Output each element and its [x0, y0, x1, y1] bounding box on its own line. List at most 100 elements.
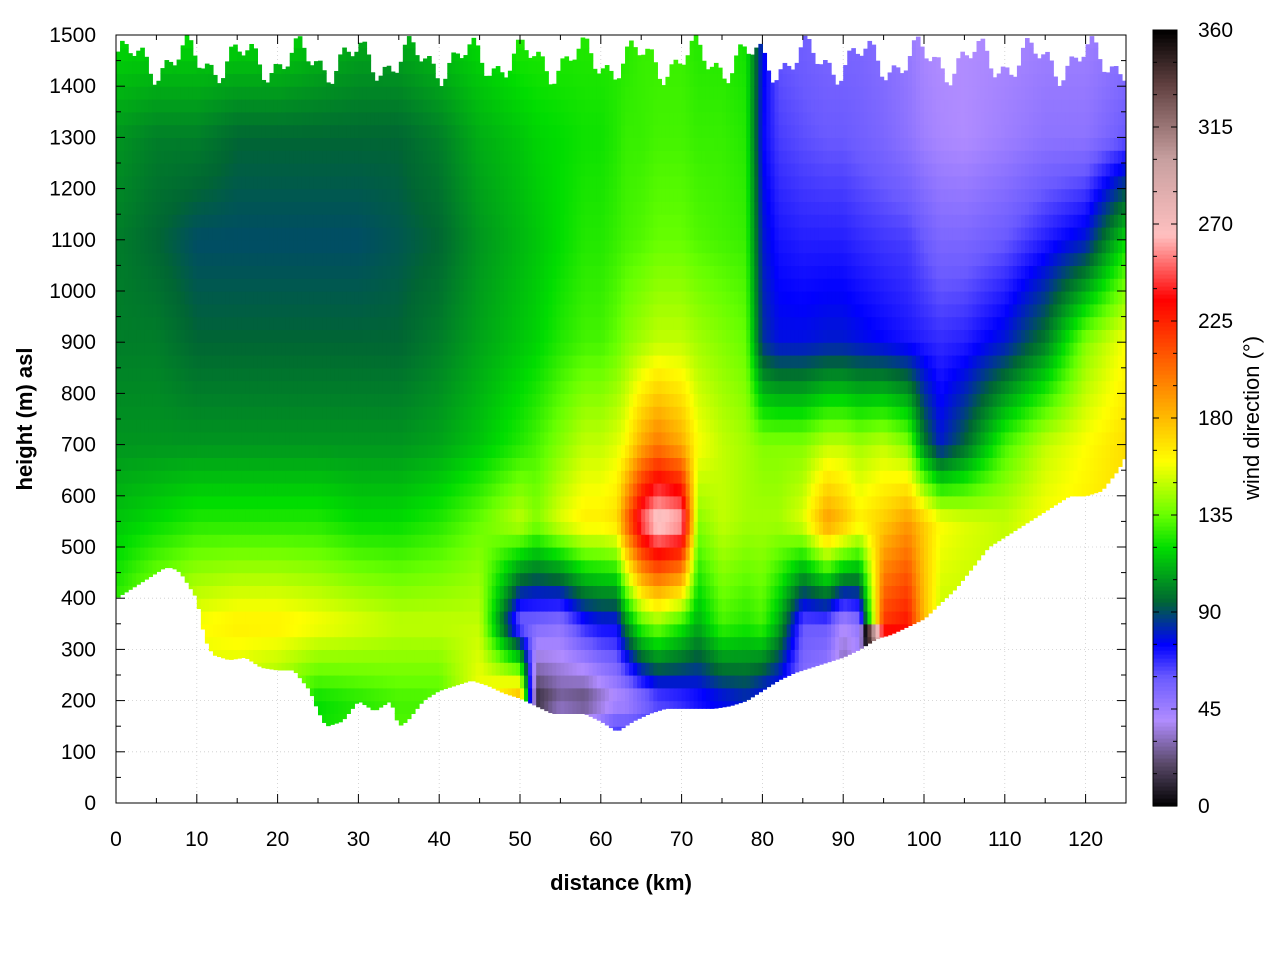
heatmap-cell: [459, 58, 465, 62]
heatmap-cell: [410, 42, 416, 49]
heatmap-cell: [342, 60, 347, 74]
heatmap-cell: [419, 598, 424, 612]
heatmap-cell: [245, 239, 250, 254]
heatmap-cell: [528, 316, 533, 330]
heatmap-cell: [313, 457, 319, 471]
heatmap-cell: [140, 559, 145, 574]
heatmap-cell: [253, 559, 258, 574]
heatmap-cell: [362, 137, 368, 151]
heatmap-cell: [229, 342, 234, 356]
heatmap-cell: [265, 649, 271, 663]
heatmap-cell: [293, 265, 299, 279]
heatmap-cell: [350, 367, 355, 382]
heatmap-cell: [439, 534, 444, 548]
heatmap-cell: [467, 611, 473, 625]
heatmap-cell: [435, 175, 440, 190]
heatmap-cell: [334, 150, 339, 164]
heatmap-cell: [366, 342, 372, 356]
heatmap-cell: [386, 73, 392, 87]
heatmap-cell: [491, 470, 497, 484]
heatmap-cell: [338, 239, 343, 254]
heatmap-cell: [196, 508, 202, 522]
heatmap-cell: [172, 303, 178, 318]
heatmap-cell: [427, 291, 432, 305]
heatmap-cell: [443, 470, 448, 484]
heatmap-cell: [261, 457, 267, 471]
heatmap-cell: [354, 380, 359, 394]
heatmap-cell: [511, 508, 517, 522]
heatmap-cell: [390, 649, 396, 663]
heatmap-cell: [451, 495, 456, 510]
heatmap-cell: [402, 623, 408, 638]
heatmap-cell: [439, 291, 444, 305]
heatmap-cell: [491, 252, 497, 266]
heatmap-cell: [132, 457, 137, 471]
heatmap-cell: [507, 585, 513, 599]
heatmap-cell: [128, 137, 133, 151]
heatmap-cell: [217, 623, 222, 638]
heatmap-cell: [451, 649, 456, 663]
heatmap-cell: [269, 265, 275, 279]
heatmap-cell: [269, 73, 275, 87]
heatmap-cell: [346, 662, 351, 676]
heatmap-cell: [463, 265, 469, 279]
heatmap-cell: [398, 175, 404, 190]
heatmap-cell: [164, 163, 170, 177]
heatmap-cell: [479, 329, 485, 343]
heatmap-cell: [277, 214, 283, 228]
heatmap-cell: [136, 457, 141, 471]
heatmap-cell: [277, 547, 283, 561]
heatmap-cell: [261, 124, 267, 138]
heatmap-cell: [322, 585, 327, 599]
heatmap-cell: [483, 649, 489, 663]
heatmap-cell: [515, 534, 521, 548]
heatmap-cell: [120, 316, 125, 330]
heatmap-cell: [313, 252, 319, 266]
heatmap-cell: [265, 547, 271, 561]
heatmap-cell: [479, 470, 485, 484]
heatmap-cell: [176, 86, 182, 100]
heatmap-cell: [261, 316, 267, 330]
heatmap-cell: [172, 559, 178, 570]
heatmap-cell: [326, 636, 331, 650]
heatmap-cell: [439, 124, 444, 138]
heatmap-cell: [419, 163, 424, 177]
heatmap-cell: [495, 470, 501, 484]
heatmap-cell: [229, 265, 234, 279]
heatmap-cell: [208, 265, 214, 279]
heatmap-cell: [322, 534, 327, 548]
heatmap-cell: [204, 495, 210, 510]
heatmap-cell: [451, 137, 456, 151]
heatmap-cell: [499, 329, 505, 343]
heatmap-cell: [495, 214, 501, 228]
heatmap-cell: [447, 175, 452, 190]
heatmap-cell: [467, 329, 473, 343]
heatmap-cell: [200, 99, 206, 113]
heatmap-cell: [249, 47, 254, 62]
heatmap-cell: [443, 495, 448, 510]
heatmap-cell: [120, 521, 125, 535]
heatmap-cell: [204, 188, 210, 202]
heatmap-cell: [419, 61, 424, 74]
heatmap-cell: [257, 163, 263, 177]
heatmap-cell: [427, 662, 432, 676]
heatmap-cell: [293, 598, 299, 612]
heatmap-cell: [148, 214, 153, 228]
heatmap-cell: [362, 700, 368, 706]
heatmap-cell: [233, 86, 238, 100]
heatmap-cell: [475, 611, 481, 625]
heatmap-cell: [423, 214, 428, 228]
heatmap-cell: [370, 73, 376, 87]
heatmap-cell: [261, 252, 267, 266]
heatmap-cell: [140, 380, 145, 394]
heatmap-cell: [257, 188, 263, 202]
heatmap-cell: [293, 303, 299, 318]
heatmap-cell: [124, 86, 129, 100]
heatmap-cell: [342, 675, 347, 689]
heatmap-cell: [507, 483, 513, 497]
heatmap-cell: [156, 367, 162, 382]
heatmap-cell: [370, 227, 376, 241]
heatmap-cell: [172, 444, 178, 458]
heatmap-cell: [419, 329, 424, 343]
heatmap-cell: [410, 636, 416, 650]
